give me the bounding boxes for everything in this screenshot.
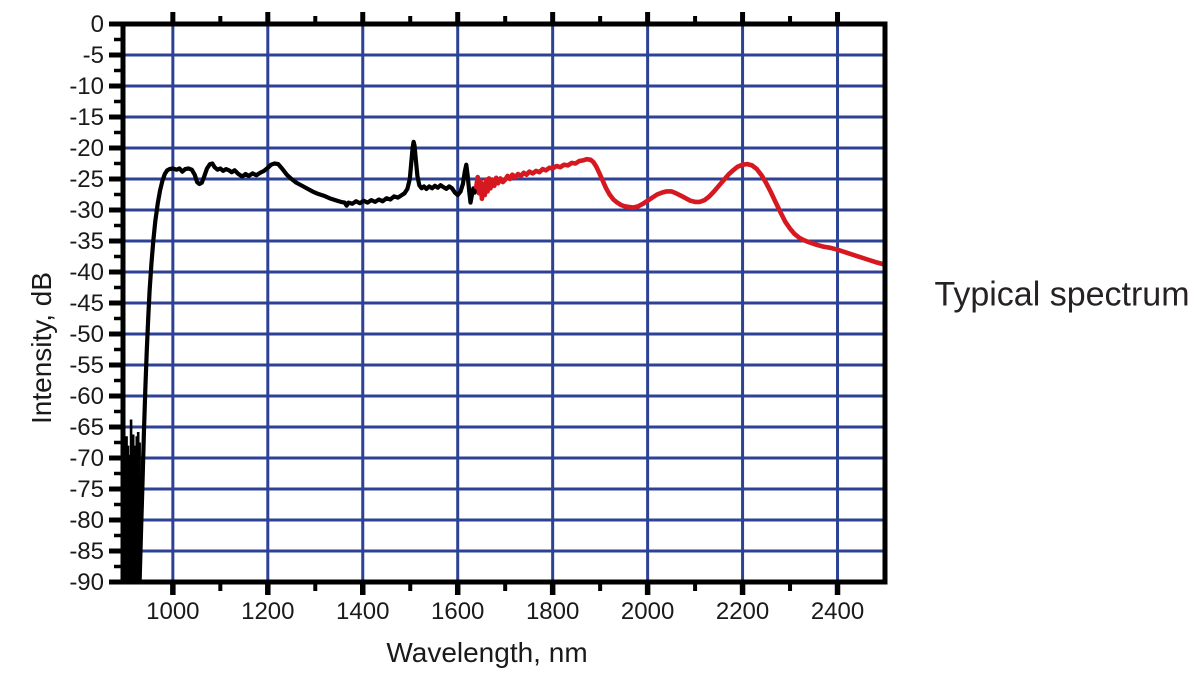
y-tick-label: -25 (69, 166, 104, 193)
y-axis-title: Intensity, dB (26, 271, 57, 425)
y-tick-label: -45 (69, 290, 104, 317)
y-tick-label: -15 (69, 104, 104, 131)
y-tick-label: -10 (69, 73, 104, 100)
x-tick-label: 1800 (526, 598, 579, 625)
x-tick-label: 1600 (431, 598, 484, 625)
y-tick-label: -65 (69, 414, 104, 441)
y-tick-label: -20 (69, 135, 104, 162)
y-tick-label: 0 (91, 11, 104, 38)
y-tick-label: -75 (69, 476, 104, 503)
y-tick-label: -80 (69, 507, 104, 534)
black-segment-trace (137, 139, 479, 585)
x-axis-title: Wavelength, nm (386, 637, 588, 668)
plot-frame (120, 21, 888, 585)
y-tick-label: -55 (69, 352, 104, 379)
y-tick-label: -30 (69, 197, 104, 224)
x-tick-label: 1000 (146, 598, 199, 625)
y-tick-label: -40 (69, 259, 104, 286)
chart-annotation: Typical spectrum (934, 275, 1190, 314)
y-tick-label: -5 (83, 42, 104, 69)
x-tick-label: 2400 (811, 598, 864, 625)
x-tick-label: 2000 (621, 598, 674, 625)
x-tick-label: 1400 (336, 598, 389, 625)
y-tick-label: -85 (69, 538, 104, 565)
x-tick-label: 1200 (241, 598, 294, 625)
red-segment-trace (473, 156, 888, 267)
y-tick-label: -35 (69, 228, 104, 255)
y-tick-label: -90 (69, 569, 104, 596)
y-tick-label: -50 (69, 321, 104, 348)
y-tick-label: -70 (69, 445, 104, 472)
x-tick-label: 2200 (716, 598, 769, 625)
y-tick-label: -60 (69, 383, 104, 410)
